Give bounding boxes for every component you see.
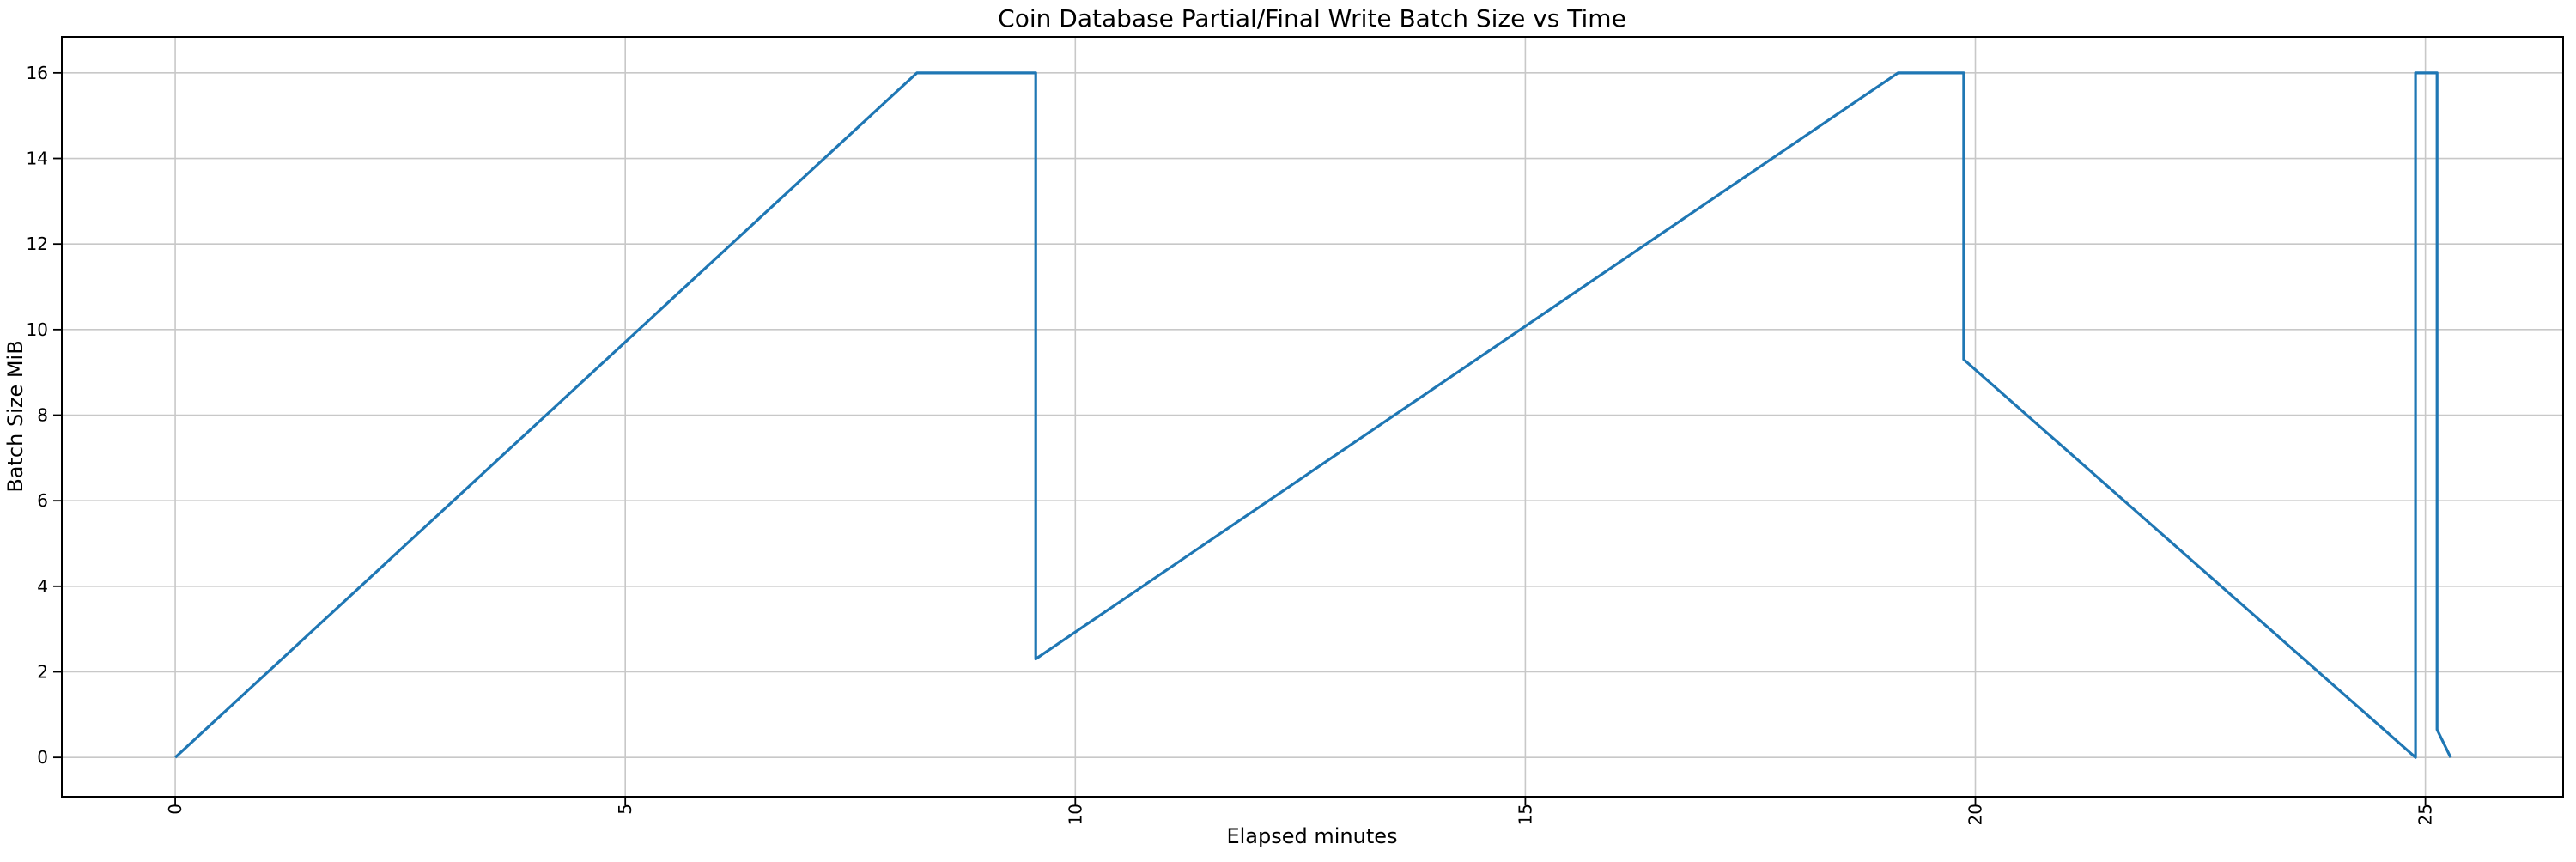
y-tick-label: 8	[37, 405, 48, 426]
chart-title: Coin Database Partial/Final Write Batch …	[998, 4, 1626, 33]
y-axis-label: Batch Size MiB	[3, 340, 27, 492]
y-tick-label: 4	[37, 576, 48, 597]
y-tick-label: 14	[27, 149, 48, 169]
y-tick-label: 16	[27, 63, 48, 83]
x-tick-label: 20	[1965, 804, 1986, 825]
y-tick-label: 12	[27, 234, 48, 254]
x-tick-label: 5	[615, 804, 635, 815]
tick-labels: 0 5 10 15 20 25 0 2 4 6 8 10 12 14 16	[27, 63, 2436, 826]
gridlines	[62, 37, 2563, 797]
x-tick-label: 15	[1515, 804, 1535, 825]
x-tick-label: 0	[165, 804, 185, 815]
x-tick-label: 25	[2415, 804, 2436, 825]
plot-border	[61, 36, 2564, 798]
y-tick-label: 6	[37, 490, 48, 511]
tick-marks	[53, 71, 2427, 805]
batch-size-line	[174, 71, 2452, 759]
y-tick-label: 10	[27, 319, 48, 340]
x-tick-label: 10	[1065, 804, 1085, 825]
y-tick-label: 2	[37, 661, 48, 682]
y-tick-label: 0	[37, 747, 48, 768]
x-axis-label: Elapsed minutes	[1226, 824, 1397, 848]
